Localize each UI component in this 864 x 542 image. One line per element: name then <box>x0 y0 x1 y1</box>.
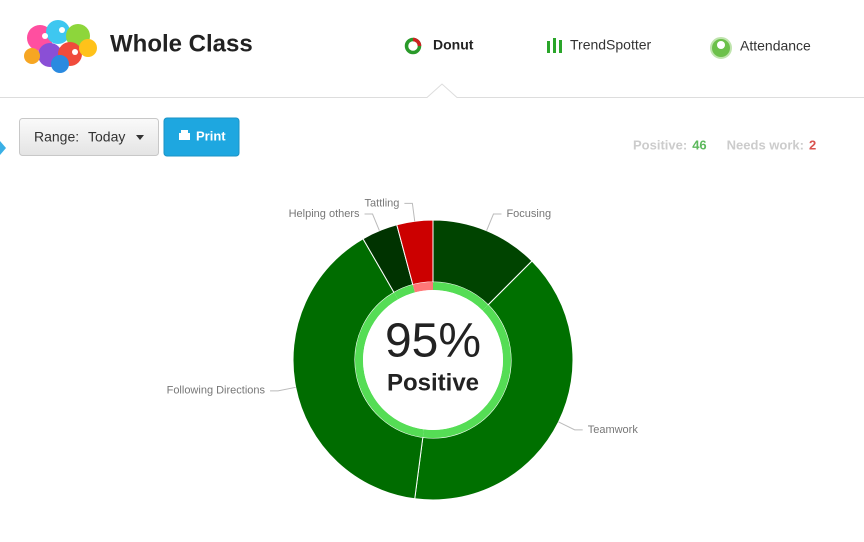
range-label: Range: <box>34 129 79 145</box>
needs-work-count: 2 <box>809 137 816 152</box>
page-title: Whole Class <box>110 30 253 57</box>
tab-attendance[interactable]: Attendance <box>740 38 811 54</box>
center-label: Positive <box>387 369 479 396</box>
positive-label: Positive: <box>633 137 687 152</box>
tab-trendspotter[interactable]: TrendSpotter <box>570 37 652 53</box>
donut-icon-red <box>412 37 422 47</box>
tab-donut[interactable]: Donut <box>433 37 474 53</box>
segment-label: Tattling <box>365 197 400 209</box>
segment-label: Following Directions <box>167 385 266 397</box>
attendance-icon-head <box>717 41 725 49</box>
inner-ring-segment <box>394 284 415 300</box>
donut-chart: Focusing Teamwork Following Directions Help… <box>167 197 639 501</box>
inner-ring-segment <box>412 282 433 293</box>
side-marker <box>0 141 6 155</box>
center-value: 95% <box>385 315 481 368</box>
leader-line <box>270 386 296 392</box>
segment-label: Focusing <box>506 208 551 220</box>
range-button[interactable] <box>19 118 159 156</box>
leader-line <box>558 421 583 431</box>
print-icon-top <box>181 130 188 134</box>
header-border <box>0 83 864 98</box>
positive-count: 46 <box>692 137 706 152</box>
segment-label: Teamwork <box>588 424 639 436</box>
print-label: Print <box>196 128 226 143</box>
inner-ring-segment <box>433 282 489 311</box>
inner-ring-segment <box>355 292 424 438</box>
print-icon <box>179 133 190 140</box>
print-button[interactable] <box>163 117 240 157</box>
inner-ring-segment <box>422 304 512 438</box>
logo <box>24 20 97 73</box>
leader-line <box>486 213 502 231</box>
needs-work-label: Needs work: <box>727 137 804 152</box>
range-caret <box>136 135 144 140</box>
segment-label: Helping others <box>289 208 360 220</box>
leader-line <box>364 213 380 231</box>
trend-icon <box>547 38 562 53</box>
range-value: Today <box>88 129 125 145</box>
donut-center <box>363 290 503 430</box>
leader-line <box>404 202 416 222</box>
